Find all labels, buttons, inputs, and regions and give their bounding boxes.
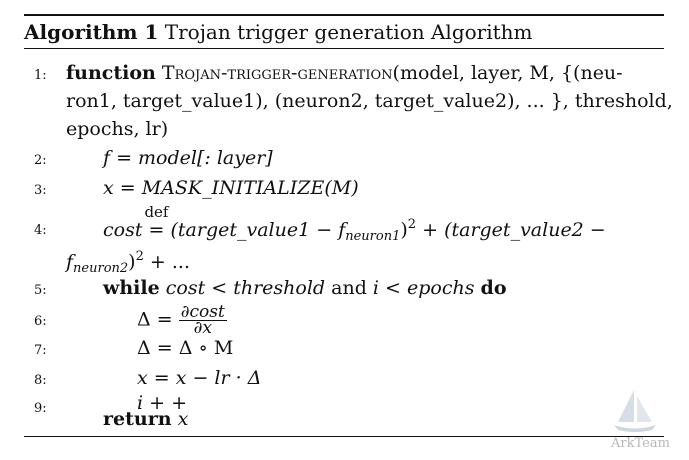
- line-number-1: 1:: [34, 68, 47, 83]
- cost-tail: + ...: [149, 251, 190, 273]
- return-keyword: return: [103, 408, 172, 430]
- line-number-7: 7:: [34, 343, 47, 358]
- while-condition-epochs: i < epochs: [372, 277, 475, 299]
- line-2-assign-f: f = model[: layer]: [103, 147, 273, 169]
- neuron1-subscript: neuron1: [345, 229, 401, 244]
- line-number-2: 2:: [34, 153, 47, 168]
- cost-variable: cost: [103, 219, 143, 241]
- line-number-9: 9:: [34, 401, 47, 416]
- line-number-4: 4:: [34, 223, 47, 238]
- line-9-increment: i + +: [137, 392, 187, 414]
- fraction-numerator: ∂cost: [178, 302, 227, 322]
- line-5-while: while cost < threshold and i < epochs do: [103, 277, 507, 299]
- line-7-mask-apply: Δ = Δ ∘ M: [137, 337, 234, 359]
- delta-symbol: Δ: [137, 308, 151, 331]
- def-equals: def =: [144, 203, 169, 241]
- algorithm-caption: Algorithm 1 Trojan trigger generation Al…: [24, 20, 533, 44]
- top-rule: [24, 14, 664, 16]
- line-number-8: 8:: [34, 373, 47, 388]
- while-keyword: while: [103, 277, 160, 299]
- and-word: and: [331, 277, 367, 299]
- function-keyword: function: [66, 62, 156, 84]
- cost-term-2: (target_value2 −: [444, 219, 606, 241]
- def-symbol: def: [144, 203, 169, 221]
- gradient-fraction: ∂cost ∂x: [178, 302, 227, 338]
- caption-label: Algorithm 1: [24, 20, 159, 44]
- line-4-continuation: fneuron2)2 + ...: [66, 249, 190, 276]
- line-number-3: 3:: [34, 183, 47, 198]
- caption-text: Trojan trigger generation Algorithm: [164, 20, 533, 44]
- sailboat-icon: [614, 390, 656, 432]
- bottom-rule: [24, 436, 664, 437]
- function-params: (model, layer, M, {(neu-: [392, 62, 623, 84]
- fraction-denominator: ∂x: [193, 318, 212, 338]
- line-number-5: 5:: [34, 283, 47, 298]
- return-line: return x: [103, 408, 188, 430]
- neuron2-subscript: neuron2: [73, 261, 129, 276]
- line-4-cost: cost def = (target_value1 − fneuron1)2 + …: [103, 203, 606, 244]
- caption-rule: [24, 48, 664, 49]
- line-number-6: 6:: [34, 314, 47, 329]
- line-6-gradient: Δ = ∂cost ∂x: [137, 302, 227, 338]
- line-1-continuation: ron1, target_value1), (neuron2, target_v…: [66, 90, 673, 112]
- line-3-mask-init: x = MASK_INITIALIZE(M): [103, 177, 359, 199]
- watermark-text: ArkTeam: [611, 436, 670, 451]
- return-value: x: [177, 408, 189, 430]
- while-condition-cost: cost < threshold: [165, 277, 326, 299]
- f-symbol: f: [66, 251, 74, 273]
- line-8-update: x = x − lr · Δ: [137, 367, 262, 389]
- line-1-function: function Trojan-trigger-generation(model…: [66, 62, 623, 84]
- function-name: Trojan-trigger-generation: [161, 62, 393, 84]
- line-1-continuation-2: epochs, lr): [66, 118, 169, 140]
- do-keyword: do: [480, 277, 507, 299]
- cost-term-1: (target_value1 − f: [170, 219, 346, 241]
